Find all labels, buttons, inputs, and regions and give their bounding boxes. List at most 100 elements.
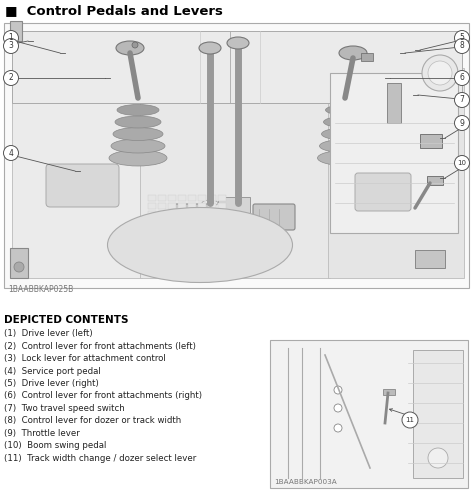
FancyBboxPatch shape — [355, 173, 411, 211]
Bar — [168, 203, 176, 209]
Ellipse shape — [326, 105, 365, 115]
Circle shape — [455, 38, 470, 54]
Text: 1: 1 — [9, 34, 13, 42]
Bar — [413, 350, 463, 478]
Ellipse shape — [115, 116, 161, 128]
Text: 1BAABBKAP025B: 1BAABBKAP025B — [8, 285, 73, 294]
Bar — [168, 195, 176, 201]
Ellipse shape — [339, 46, 367, 60]
Ellipse shape — [111, 139, 165, 153]
Text: DEPICTED CONTENTS: DEPICTED CONTENTS — [4, 315, 128, 325]
Bar — [158, 219, 166, 225]
Bar — [10, 21, 22, 41]
Text: (2)  Control lever for front attachments (left): (2) Control lever for front attachments … — [4, 342, 196, 351]
Text: (8)  Control lever for dozer or track width: (8) Control lever for dozer or track wid… — [4, 417, 181, 425]
Circle shape — [422, 55, 458, 91]
Bar — [188, 227, 196, 233]
Bar — [188, 211, 196, 217]
Bar — [12, 68, 142, 278]
Bar — [427, 176, 443, 185]
Text: 3: 3 — [9, 41, 13, 50]
Bar — [415, 250, 445, 268]
Bar — [188, 195, 196, 201]
Circle shape — [3, 31, 18, 45]
Circle shape — [3, 38, 18, 54]
Bar — [420, 134, 442, 148]
Text: (3)  Lock lever for attachment control: (3) Lock lever for attachment control — [4, 354, 166, 363]
Text: (9)  Throttle lever: (9) Throttle lever — [4, 429, 80, 438]
FancyBboxPatch shape — [46, 164, 119, 207]
Circle shape — [132, 42, 138, 48]
Bar — [178, 219, 186, 225]
Bar — [198, 227, 206, 233]
Bar — [330, 73, 458, 233]
Text: 2: 2 — [9, 73, 13, 82]
Circle shape — [14, 262, 24, 272]
Bar — [178, 203, 186, 209]
Bar — [188, 203, 196, 209]
Bar — [168, 211, 176, 217]
Ellipse shape — [113, 128, 163, 141]
Bar — [168, 227, 176, 233]
Bar — [188, 219, 196, 225]
Bar — [387, 83, 401, 123]
Circle shape — [402, 412, 418, 428]
Circle shape — [455, 93, 470, 107]
FancyBboxPatch shape — [253, 204, 295, 230]
Bar — [178, 211, 186, 217]
Text: 11: 11 — [405, 417, 414, 423]
Bar — [208, 211, 216, 217]
Bar — [218, 227, 226, 233]
Text: 7: 7 — [460, 96, 465, 105]
Bar — [158, 203, 166, 209]
Circle shape — [334, 386, 342, 394]
Circle shape — [334, 424, 342, 432]
Text: (11)  Track width change / dozer select lever: (11) Track width change / dozer select l… — [4, 454, 196, 463]
Text: ■  Control Pedals and Levers: ■ Control Pedals and Levers — [5, 4, 223, 17]
Bar — [148, 219, 156, 225]
Bar — [208, 219, 216, 225]
Bar — [383, 389, 395, 395]
Ellipse shape — [108, 208, 292, 282]
Bar — [178, 195, 186, 201]
Bar — [218, 195, 226, 201]
Ellipse shape — [323, 116, 366, 128]
Bar — [168, 219, 176, 225]
Text: (5)  Drive lever (right): (5) Drive lever (right) — [4, 379, 99, 388]
Text: 10: 10 — [457, 160, 466, 166]
Circle shape — [3, 145, 18, 161]
Text: (4)  Service port pedal: (4) Service port pedal — [4, 366, 101, 376]
Bar — [12, 31, 462, 103]
Text: (10)  Boom swing pedal: (10) Boom swing pedal — [4, 442, 106, 451]
Bar — [148, 203, 156, 209]
Ellipse shape — [117, 105, 159, 115]
Circle shape — [428, 448, 448, 468]
Circle shape — [455, 155, 470, 171]
Bar — [4, 23, 469, 288]
Circle shape — [334, 404, 342, 412]
Circle shape — [428, 61, 452, 85]
Circle shape — [3, 70, 18, 85]
Bar — [148, 195, 156, 201]
Bar — [148, 211, 156, 217]
Text: 4: 4 — [9, 148, 13, 157]
Text: 9: 9 — [460, 118, 465, 128]
Bar — [218, 211, 226, 217]
Bar — [178, 227, 186, 233]
Bar — [198, 211, 206, 217]
Ellipse shape — [319, 140, 371, 152]
Ellipse shape — [199, 42, 221, 54]
Text: (7)  Two travel speed switch: (7) Two travel speed switch — [4, 404, 125, 413]
Bar — [198, 219, 206, 225]
Bar — [10, 248, 28, 278]
Text: 5: 5 — [460, 34, 465, 42]
Bar — [198, 195, 206, 201]
Bar — [158, 195, 166, 201]
Bar — [218, 197, 250, 215]
Ellipse shape — [318, 150, 373, 166]
Bar — [270, 340, 468, 488]
Bar — [361, 53, 373, 61]
Ellipse shape — [109, 150, 167, 166]
Bar — [208, 195, 216, 201]
Bar — [158, 211, 166, 217]
